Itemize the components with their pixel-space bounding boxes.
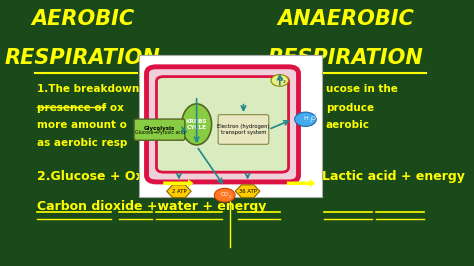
Text: Chemical energy: Chemical energy	[192, 65, 246, 70]
Polygon shape	[167, 185, 191, 198]
FancyBboxPatch shape	[138, 55, 322, 197]
Text: presence of ox: presence of ox	[37, 103, 124, 113]
FancyBboxPatch shape	[218, 115, 269, 144]
Circle shape	[214, 188, 235, 202]
Text: 2: 2	[310, 119, 312, 123]
Text: RESPIRATION: RESPIRATION	[268, 48, 424, 68]
Circle shape	[271, 74, 289, 86]
Text: produce: produce	[326, 103, 374, 113]
Text: 2: 2	[229, 195, 232, 199]
Text: Carbon dioxide +water + energy: Carbon dioxide +water + energy	[37, 201, 266, 214]
Polygon shape	[235, 185, 260, 198]
FancyBboxPatch shape	[134, 119, 185, 140]
Text: ANAEROBIC: ANAEROBIC	[277, 9, 414, 29]
Text: 2 ATP: 2 ATP	[172, 189, 186, 194]
Text: KREBS
CYCLE: KREBS CYCLE	[186, 119, 207, 130]
Text: AEROBIC: AEROBIC	[31, 9, 134, 29]
Text: aerobic: aerobic	[326, 120, 370, 130]
Text: CO: CO	[221, 192, 229, 197]
Circle shape	[295, 112, 316, 126]
Text: Electron (hydrogen)
transport system: Electron (hydrogen) transport system	[217, 124, 270, 135]
FancyBboxPatch shape	[156, 77, 289, 172]
Text: 2.Glucose + Oxygen: 2.Glucose + Oxygen	[37, 170, 178, 183]
Text: 36 ATP: 36 ATP	[239, 189, 256, 194]
Text: as aerobic resp: as aerobic resp	[37, 138, 127, 148]
Text: ucose in the: ucose in the	[326, 84, 398, 94]
Text: more amount o: more amount o	[37, 120, 127, 130]
Text: RESPIRATION: RESPIRATION	[5, 48, 161, 68]
Text: Glucose→Pyruvic acid: Glucose→Pyruvic acid	[135, 130, 184, 135]
Ellipse shape	[182, 104, 211, 145]
Text: O: O	[277, 77, 283, 82]
Text: 1.The breakdown of glu: 1.The breakdown of glu	[37, 84, 177, 94]
Text: Glycolysis: Glycolysis	[144, 126, 175, 131]
Text: Glucose: Glucose	[238, 170, 293, 183]
Text: Lactic acid + energy: Lactic acid + energy	[322, 170, 465, 183]
Text: O: O	[310, 116, 315, 121]
FancyBboxPatch shape	[146, 67, 299, 182]
Text: 2: 2	[283, 80, 285, 84]
Text: H: H	[303, 116, 308, 121]
